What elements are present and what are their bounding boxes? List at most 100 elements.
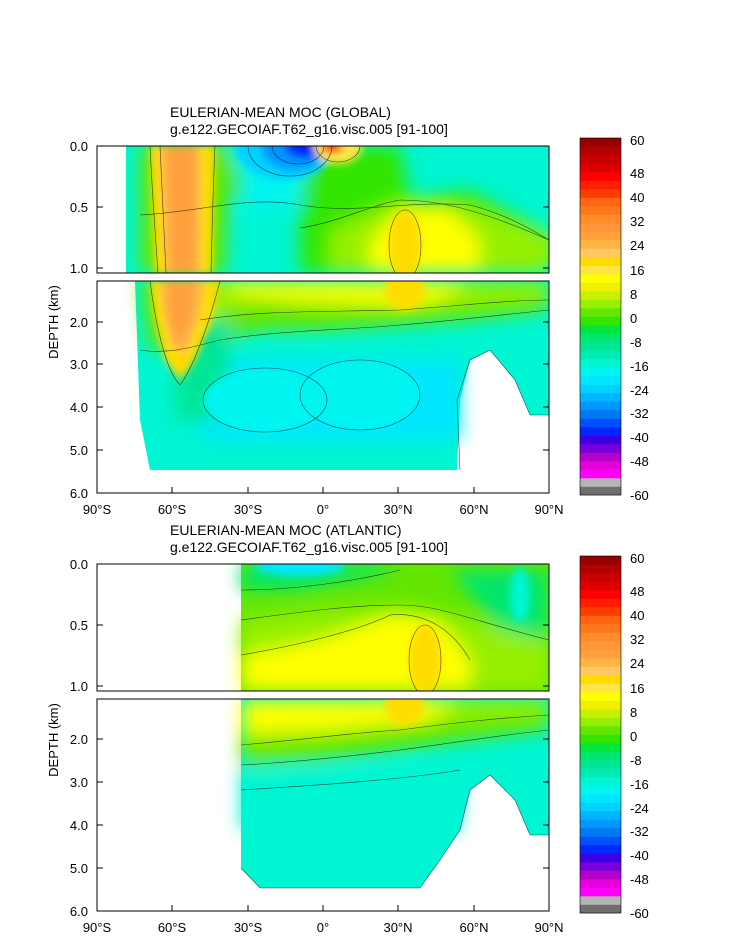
atlantic-colorbar-swatch — [580, 887, 621, 897]
atlantic-moc-panel: EULERIAN-MEAN MOC (ATLANTIC) g.e122.GECO… — [46, 522, 649, 935]
global-colorbar-swatch — [580, 299, 621, 309]
atlantic-title: EULERIAN-MEAN MOC (ATLANTIC) — [170, 522, 402, 538]
atlantic-colorbar-swatch — [580, 811, 621, 820]
atlantic-colorbar-swatch — [580, 734, 621, 744]
atlantic-cbar-label-12: -40 — [630, 848, 649, 863]
atlantic-colorbar-swatch — [580, 607, 621, 616]
global-colorbar-swatch — [580, 282, 621, 292]
global-xtick-5: 60°N — [459, 502, 488, 517]
global-colorbar — [579, 137, 622, 496]
global-xtick-3: 0° — [317, 502, 329, 517]
atlantic-colorbar-swatch — [580, 573, 621, 582]
atlantic-colorbar-swatch — [580, 743, 621, 752]
global-cbar-label-7: 0 — [630, 311, 637, 326]
atlantic-ytick-6: 5.0 — [70, 861, 88, 876]
atlantic-colorbar — [579, 555, 622, 914]
global-colorbar-swatch — [580, 291, 621, 300]
global-colorbar-swatch — [580, 172, 621, 181]
atlantic-colorbar-swatch — [580, 870, 621, 880]
global-ytick-6: 5.0 — [70, 443, 88, 458]
global-lower-field — [97, 281, 549, 493]
global-colorbar-swatch — [580, 189, 621, 198]
global-colorbar-swatch — [580, 461, 621, 470]
global-cbar-label-12: -40 — [630, 430, 649, 445]
atlantic-cbar-label-1: 48 — [630, 584, 644, 599]
atlantic-ytick-5: 4.0 — [70, 818, 88, 833]
atlantic-colorbar-swatch — [580, 658, 621, 667]
global-colorbar-swatch — [580, 240, 621, 249]
global-colorbar-swatch — [580, 359, 621, 368]
atlantic-colorbar-swatch — [580, 598, 621, 608]
global-cbar-label-9: -16 — [630, 359, 649, 374]
atlantic-xtick-6: 90°N — [534, 920, 563, 935]
global-cbar-label-0: 60 — [630, 133, 644, 148]
atlantic-cbar-label-10: -24 — [630, 801, 649, 816]
global-colorbar-swatch — [580, 393, 621, 402]
atlantic-ytick-0: 0.0 — [70, 557, 88, 572]
global-colorbar-swatch — [580, 325, 621, 334]
global-cbar-label-1: 48 — [630, 166, 644, 181]
global-colorbar-swatch — [580, 206, 621, 215]
global-colorbar-swatch — [580, 350, 621, 360]
atlantic-cbar-label-8: -8 — [630, 753, 642, 768]
atlantic-colorbar-swatch — [580, 717, 621, 727]
global-colorbar-swatch — [580, 418, 621, 428]
atlantic-upper-frame — [96, 563, 550, 692]
global-ytick-3: 2.0 — [70, 315, 88, 330]
global-colorbar-swatch — [580, 333, 621, 343]
global-ytick-0: 0.0 — [70, 139, 88, 154]
global-colorbar-frame — [579, 137, 622, 496]
global-colorbar-swatch — [580, 163, 621, 173]
global-cbar-label-4: 24 — [630, 238, 644, 253]
global-colorbar-swatch — [580, 452, 621, 462]
global-colorbar-swatch — [580, 231, 621, 241]
atlantic-colorbar-frame — [579, 555, 622, 914]
global-colorbar-swatch — [580, 435, 621, 445]
global-colorbar-swatch — [580, 342, 621, 351]
global-colorbar-swatch — [580, 486, 621, 496]
global-colorbar-swatch — [580, 138, 621, 147]
atlantic-colorbar-swatch — [580, 709, 621, 718]
global-xtick-1: 60°S — [158, 502, 187, 517]
atlantic-cbar-label-6: 8 — [630, 705, 637, 720]
atlantic-ytick-2: 1.0 — [70, 679, 88, 694]
atlantic-colorbar-swatch — [580, 794, 621, 803]
atlantic-colorbar-swatch — [580, 556, 621, 565]
global-cbar-label-14: -60 — [630, 488, 649, 503]
global-colorbar-swatch — [580, 469, 621, 479]
global-cbar-label-11: -32 — [630, 406, 649, 421]
global-ylabel: DEPTH (km) — [46, 285, 61, 359]
global-cbar-label-13: -48 — [630, 454, 649, 469]
global-colorbar-swatch — [580, 180, 621, 190]
atlantic-colorbar-swatch — [580, 683, 621, 693]
atlantic-colorbar-swatch — [580, 641, 621, 650]
global-upper-frame — [96, 145, 550, 274]
global-y-ticks — [97, 145, 549, 451]
atlantic-xtick-5: 60°N — [459, 920, 488, 935]
global-colorbar-swatch — [580, 146, 621, 156]
atlantic-xtick-0: 90°S — [83, 920, 112, 935]
global-colorbar-swatch — [580, 214, 621, 224]
atlantic-colorbar-swatch — [580, 845, 621, 854]
atlantic-colorbar-swatch — [580, 581, 621, 591]
atlantic-ylabel: DEPTH (km) — [46, 703, 61, 777]
atlantic-ytick-3: 2.0 — [70, 732, 88, 747]
atlantic-colorbar-swatch — [580, 700, 621, 710]
atlantic-lower-field — [97, 699, 549, 911]
atlantic-colorbar-swatch — [580, 853, 621, 863]
atlantic-colorbar-swatch — [580, 632, 621, 642]
global-colorbar-swatch — [580, 376, 621, 385]
global-colorbar-swatch — [580, 274, 621, 283]
atlantic-cbar-label-4: 24 — [630, 656, 644, 671]
atlantic-cbar-label-9: -16 — [630, 777, 649, 792]
atlantic-cbar-label-7: 0 — [630, 729, 637, 744]
global-colorbar-swatch — [580, 367, 621, 377]
global-upper-field — [97, 146, 549, 273]
atlantic-colorbar-swatch — [580, 785, 621, 795]
atlantic-colorbar-swatch — [580, 726, 621, 735]
atlantic-colorbar-swatch — [580, 615, 621, 625]
global-colorbar-swatch — [580, 197, 621, 207]
atlantic-colorbar-swatch — [580, 819, 621, 829]
global-colorbar-swatch — [580, 308, 621, 317]
global-ytick-7: 6.0 — [70, 486, 88, 501]
